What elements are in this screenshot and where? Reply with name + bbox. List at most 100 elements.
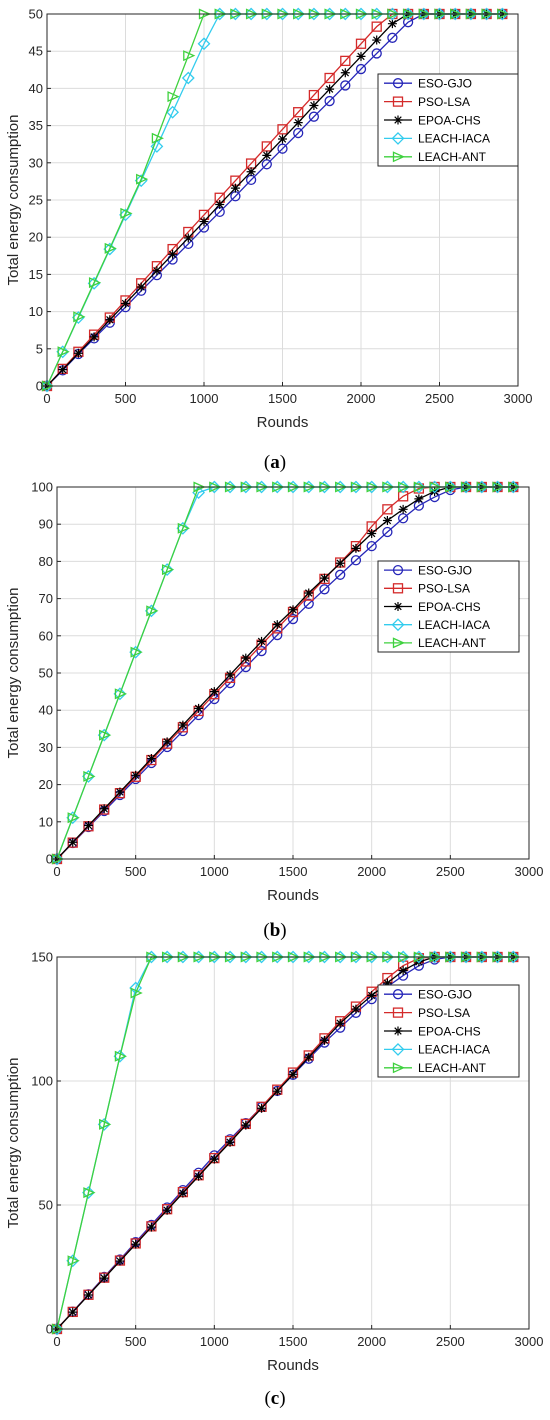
marker-LEACH-IACA-2200 [396, 480, 410, 494]
y-tick-label: 10 [29, 304, 43, 319]
marker-EPOA-CHS-400 [115, 787, 125, 797]
marker-LEACH-IACA-2800 [491, 950, 504, 964]
chart-panel-b: 0 500 1000 1500 2000 2500 3000 0 10 20 30 40 50 60 70 8… [0, 475, 550, 925]
marker-EPOA-CHS-1600 [304, 1052, 314, 1062]
marker-LEACH-IACA-2700 [475, 480, 489, 494]
marker-LEACH-IACA-200 [82, 769, 95, 783]
chart-panel-a: 0 500 1000 1500 2000 2500 3000 0 5 10 15 20 25 30 35 40… [0, 0, 550, 440]
x-tick-label: 0 [53, 1334, 60, 1349]
marker-ESO-GJO-2100 [382, 526, 393, 538]
marker-LEACH-IACA-1900 [349, 480, 363, 494]
marker-ESO-GJO-1600 [303, 598, 314, 609]
marker-LEACH-IACA-600 [144, 950, 158, 964]
marker-EPOA-CHS-1500 [288, 1069, 298, 1079]
marker-EPOA-CHS-900 [183, 233, 193, 243]
marker-LEACH-IACA-1000 [197, 37, 211, 51]
marker-EPOA-CHS-1700 [319, 1035, 329, 1045]
legend-item-PSO-LSA: PSO-LSA [384, 1006, 470, 1020]
marker-PSO-LSA-1500 [277, 124, 288, 135]
marker-LEACH-IACA-2400 [428, 480, 442, 494]
legend-marker [393, 115, 403, 125]
chart-a: 0 500 1000 1500 2000 2500 3000 0 5 10 15 20 25 30 35 40… [5, 7, 532, 432]
marker-EPOA-CHS-700 [162, 737, 172, 747]
legend-item-ESO-GJO: ESO-GJO [384, 988, 472, 1002]
x-tick-label: 500 [125, 864, 147, 879]
marker-EPOA-CHS-200 [73, 348, 83, 358]
marker-LEACH-IACA-700 [150, 140, 164, 153]
y-tick-label: 100 [31, 480, 53, 495]
marker-PSO-LSA-1900 [340, 55, 351, 67]
legend-label: PSO-LSA [418, 95, 470, 109]
marker-EPOA-CHS-2400 [430, 486, 440, 496]
marker-EPOA-CHS-400 [105, 315, 115, 325]
marker-LEACH-ANT-700 [161, 564, 175, 576]
marker-LEACH-IACA-1100 [213, 7, 227, 21]
marker-LEACH-ANT-300 [99, 729, 112, 741]
marker-LEACH-ANT-600 [136, 173, 149, 185]
legend: ESO-GJO PSO-LSA EPOA-CHS LEACH-IACA LEACH-AN… [377, 73, 519, 167]
legend: ESO-GJO PSO-LSA EPOA-CHS LEACH-IACA LEACH-AN… [377, 984, 520, 1078]
marker-EPOA-CHS-1200 [241, 1120, 251, 1130]
marker-LEACH-ANT-300 [99, 1118, 112, 1130]
marker-LEACH-IACA-1300 [244, 7, 258, 21]
marker-LEACH-IACA-1500 [286, 480, 300, 494]
marker-ESO-GJO-2000 [366, 540, 377, 552]
x-tick-label: 2000 [357, 864, 386, 879]
legend-item-EPOA-CHS: EPOA-CHS [384, 600, 481, 614]
x-tick-label: 3000 [515, 1334, 544, 1349]
marker-EPOA-CHS-100 [58, 365, 68, 375]
x-tick-label: 3000 [515, 864, 544, 879]
legend-label: LEACH-IACA [418, 618, 490, 632]
marker-LEACH-IACA-2300 [401, 7, 415, 21]
marker-LEACH-IACA-1400 [270, 480, 284, 494]
marker-LEACH-IACA-2300 [412, 480, 426, 494]
legend-item-ESO-GJO: ESO-GJO [384, 563, 472, 577]
x-axis-label: Rounds [267, 887, 319, 904]
marker-LEACH-IACA-200 [82, 1186, 95, 1200]
marker-EPOA-CHS-600 [146, 754, 156, 764]
marker-ESO-GJO-1900 [340, 80, 351, 91]
marker-LEACH-IACA-2500 [443, 950, 457, 964]
marker-LEACH-IACA-800 [166, 105, 180, 119]
marker-LEACH-IACA-100 [56, 345, 70, 359]
marker-EPOA-CHS-2000 [356, 51, 366, 61]
legend-label: EPOA-CHS [418, 1024, 481, 1038]
x-tick-label: 2500 [436, 864, 465, 879]
marker-LEACH-IACA-1000 [207, 950, 221, 964]
marker-EPOA-CHS-1600 [293, 118, 303, 128]
legend-item-PSO-LSA: PSO-LSA [384, 95, 470, 109]
marker-PSO-LSA-2100 [371, 21, 382, 32]
marker-LEACH-IACA-700 [160, 563, 174, 577]
marker-EPOA-CHS-1300 [246, 167, 256, 177]
marker-LEACH-IACA-100 [66, 1254, 80, 1268]
x-axis-label: Rounds [267, 1357, 319, 1374]
legend-marker [391, 131, 405, 145]
series-markers-LEACH-IACA [50, 950, 520, 1336]
marker-LEACH-ANT-400 [104, 242, 117, 254]
marker-LEACH-ANT-200 [73, 311, 86, 323]
marker-ESO-GJO-1300 [256, 645, 267, 657]
legend-label: LEACH-ANT [418, 1061, 487, 1075]
legend-item-EPOA-CHS: EPOA-CHS [384, 113, 481, 127]
marker-LEACH-IACA-400 [113, 687, 127, 701]
marker-LEACH-ANT-200 [83, 770, 96, 782]
marker-EPOA-CHS-1900 [351, 543, 361, 553]
marker-EPOA-CHS-300 [89, 332, 99, 342]
marker-LEACH-IACA-2000 [365, 950, 379, 964]
marker-EPOA-CHS-400 [115, 1256, 125, 1266]
marker-LEACH-ANT-600 [146, 605, 159, 617]
y-tick-label: 100 [31, 1074, 53, 1089]
y-tick-label: 15 [29, 267, 43, 282]
x-tick-label: 0 [53, 864, 60, 879]
marker-EPOA-CHS-1800 [335, 1018, 345, 1028]
marker-EPOA-CHS-1400 [272, 1086, 282, 1096]
marker-LEACH-IACA-2900 [506, 950, 520, 964]
y-tick-label: 40 [39, 703, 53, 718]
marker-ESO-GJO-1800 [324, 95, 335, 107]
marker-LEACH-IACA-2300 [412, 950, 426, 964]
marker-LEACH-IACA-300 [97, 1117, 111, 1131]
marker-ESO-GJO-2200 [387, 32, 398, 43]
legend-item-LEACH-ANT: LEACH-ANT [384, 636, 487, 650]
y-tick-label: 90 [39, 517, 53, 532]
legend-label: EPOA-CHS [418, 600, 481, 614]
